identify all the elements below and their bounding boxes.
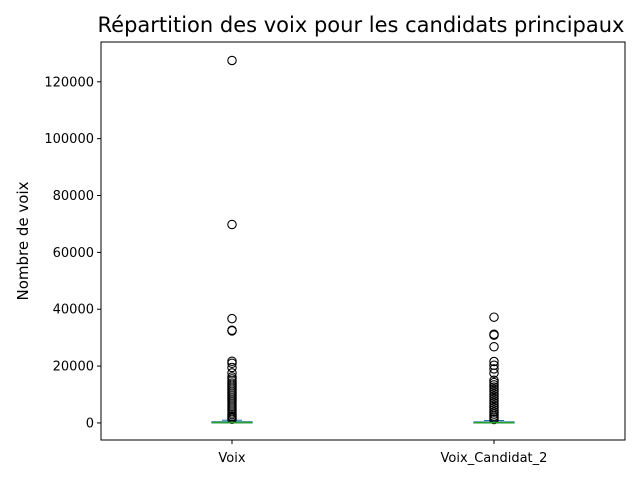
outlier-point (227, 55, 237, 66)
outlier-point (489, 364, 499, 374)
y-tick-label: 80000 (53, 189, 94, 204)
outlier-point (489, 368, 499, 378)
outlier-point (489, 356, 499, 367)
y-tick-label: 120000 (44, 75, 94, 90)
outlier-point (489, 312, 499, 322)
outlier-point (489, 414, 499, 425)
outlier-point (489, 380, 499, 390)
outlier-point (489, 342, 499, 352)
y-tick-label: 60000 (53, 246, 94, 261)
outlier-point (489, 389, 499, 399)
box-group (211, 55, 253, 424)
outlier-point (489, 398, 499, 408)
outlier-point (489, 391, 499, 401)
y-axis-title: Nombre de voix (14, 181, 32, 300)
outlier-point (489, 382, 499, 392)
y-tick-label: 20000 (53, 360, 94, 375)
y-tick-label: 40000 (53, 303, 94, 318)
outlier-point (489, 393, 499, 404)
outlier-point (227, 326, 237, 336)
chart-title: Répartition des voix pour les candidats … (98, 13, 625, 37)
y-tick-label: 0 (86, 416, 94, 431)
outlier-point (227, 313, 237, 324)
outlier-point (489, 375, 499, 386)
outlier-point (227, 219, 237, 230)
plot-frame (100, 41, 626, 441)
box-group (473, 312, 515, 425)
outlier-point (489, 384, 499, 395)
outlier-point (227, 362, 237, 373)
x-tick-label: Voix_Candidat_2 (441, 451, 548, 466)
outlier-point (227, 358, 237, 368)
outlier-point (489, 386, 499, 397)
x-tick-label: Voix (218, 451, 245, 466)
plot-area: 0 20000 40000 60000 80000 100000 120000 Voix Voi… (44, 41, 626, 466)
outlier-point (489, 377, 499, 388)
y-tick-label: 100000 (44, 132, 94, 147)
outlier-point (489, 330, 499, 340)
outlier-point (489, 396, 499, 406)
outlier-point (227, 414, 237, 424)
